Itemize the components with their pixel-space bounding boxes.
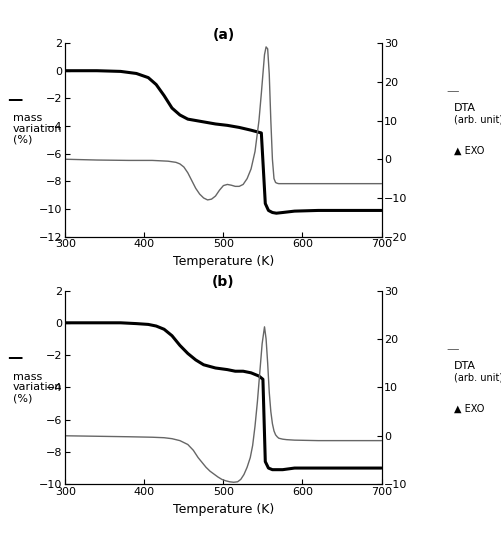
Text: ▲ EXO: ▲ EXO [453,404,484,414]
Text: variation: variation [13,383,62,392]
X-axis label: Temperature (K): Temperature (K) [172,255,274,268]
Title: (a): (a) [212,28,234,42]
Text: —: — [8,350,23,365]
Title: (b): (b) [211,275,234,289]
Text: DTA: DTA [453,361,475,371]
Text: DTA: DTA [453,103,475,112]
Text: mass: mass [13,372,42,381]
Text: mass: mass [13,114,42,123]
Text: (%): (%) [13,135,32,145]
Text: (arb. unit): (arb. unit) [453,373,501,383]
Text: (%): (%) [13,393,32,403]
Text: (arb. unit): (arb. unit) [453,115,501,124]
Text: variation: variation [13,124,62,134]
Text: —: — [8,92,23,107]
Text: ▲ EXO: ▲ EXO [453,146,484,155]
Text: —: — [446,343,458,356]
Text: —: — [446,85,458,98]
X-axis label: Temperature (K): Temperature (K) [172,502,274,515]
